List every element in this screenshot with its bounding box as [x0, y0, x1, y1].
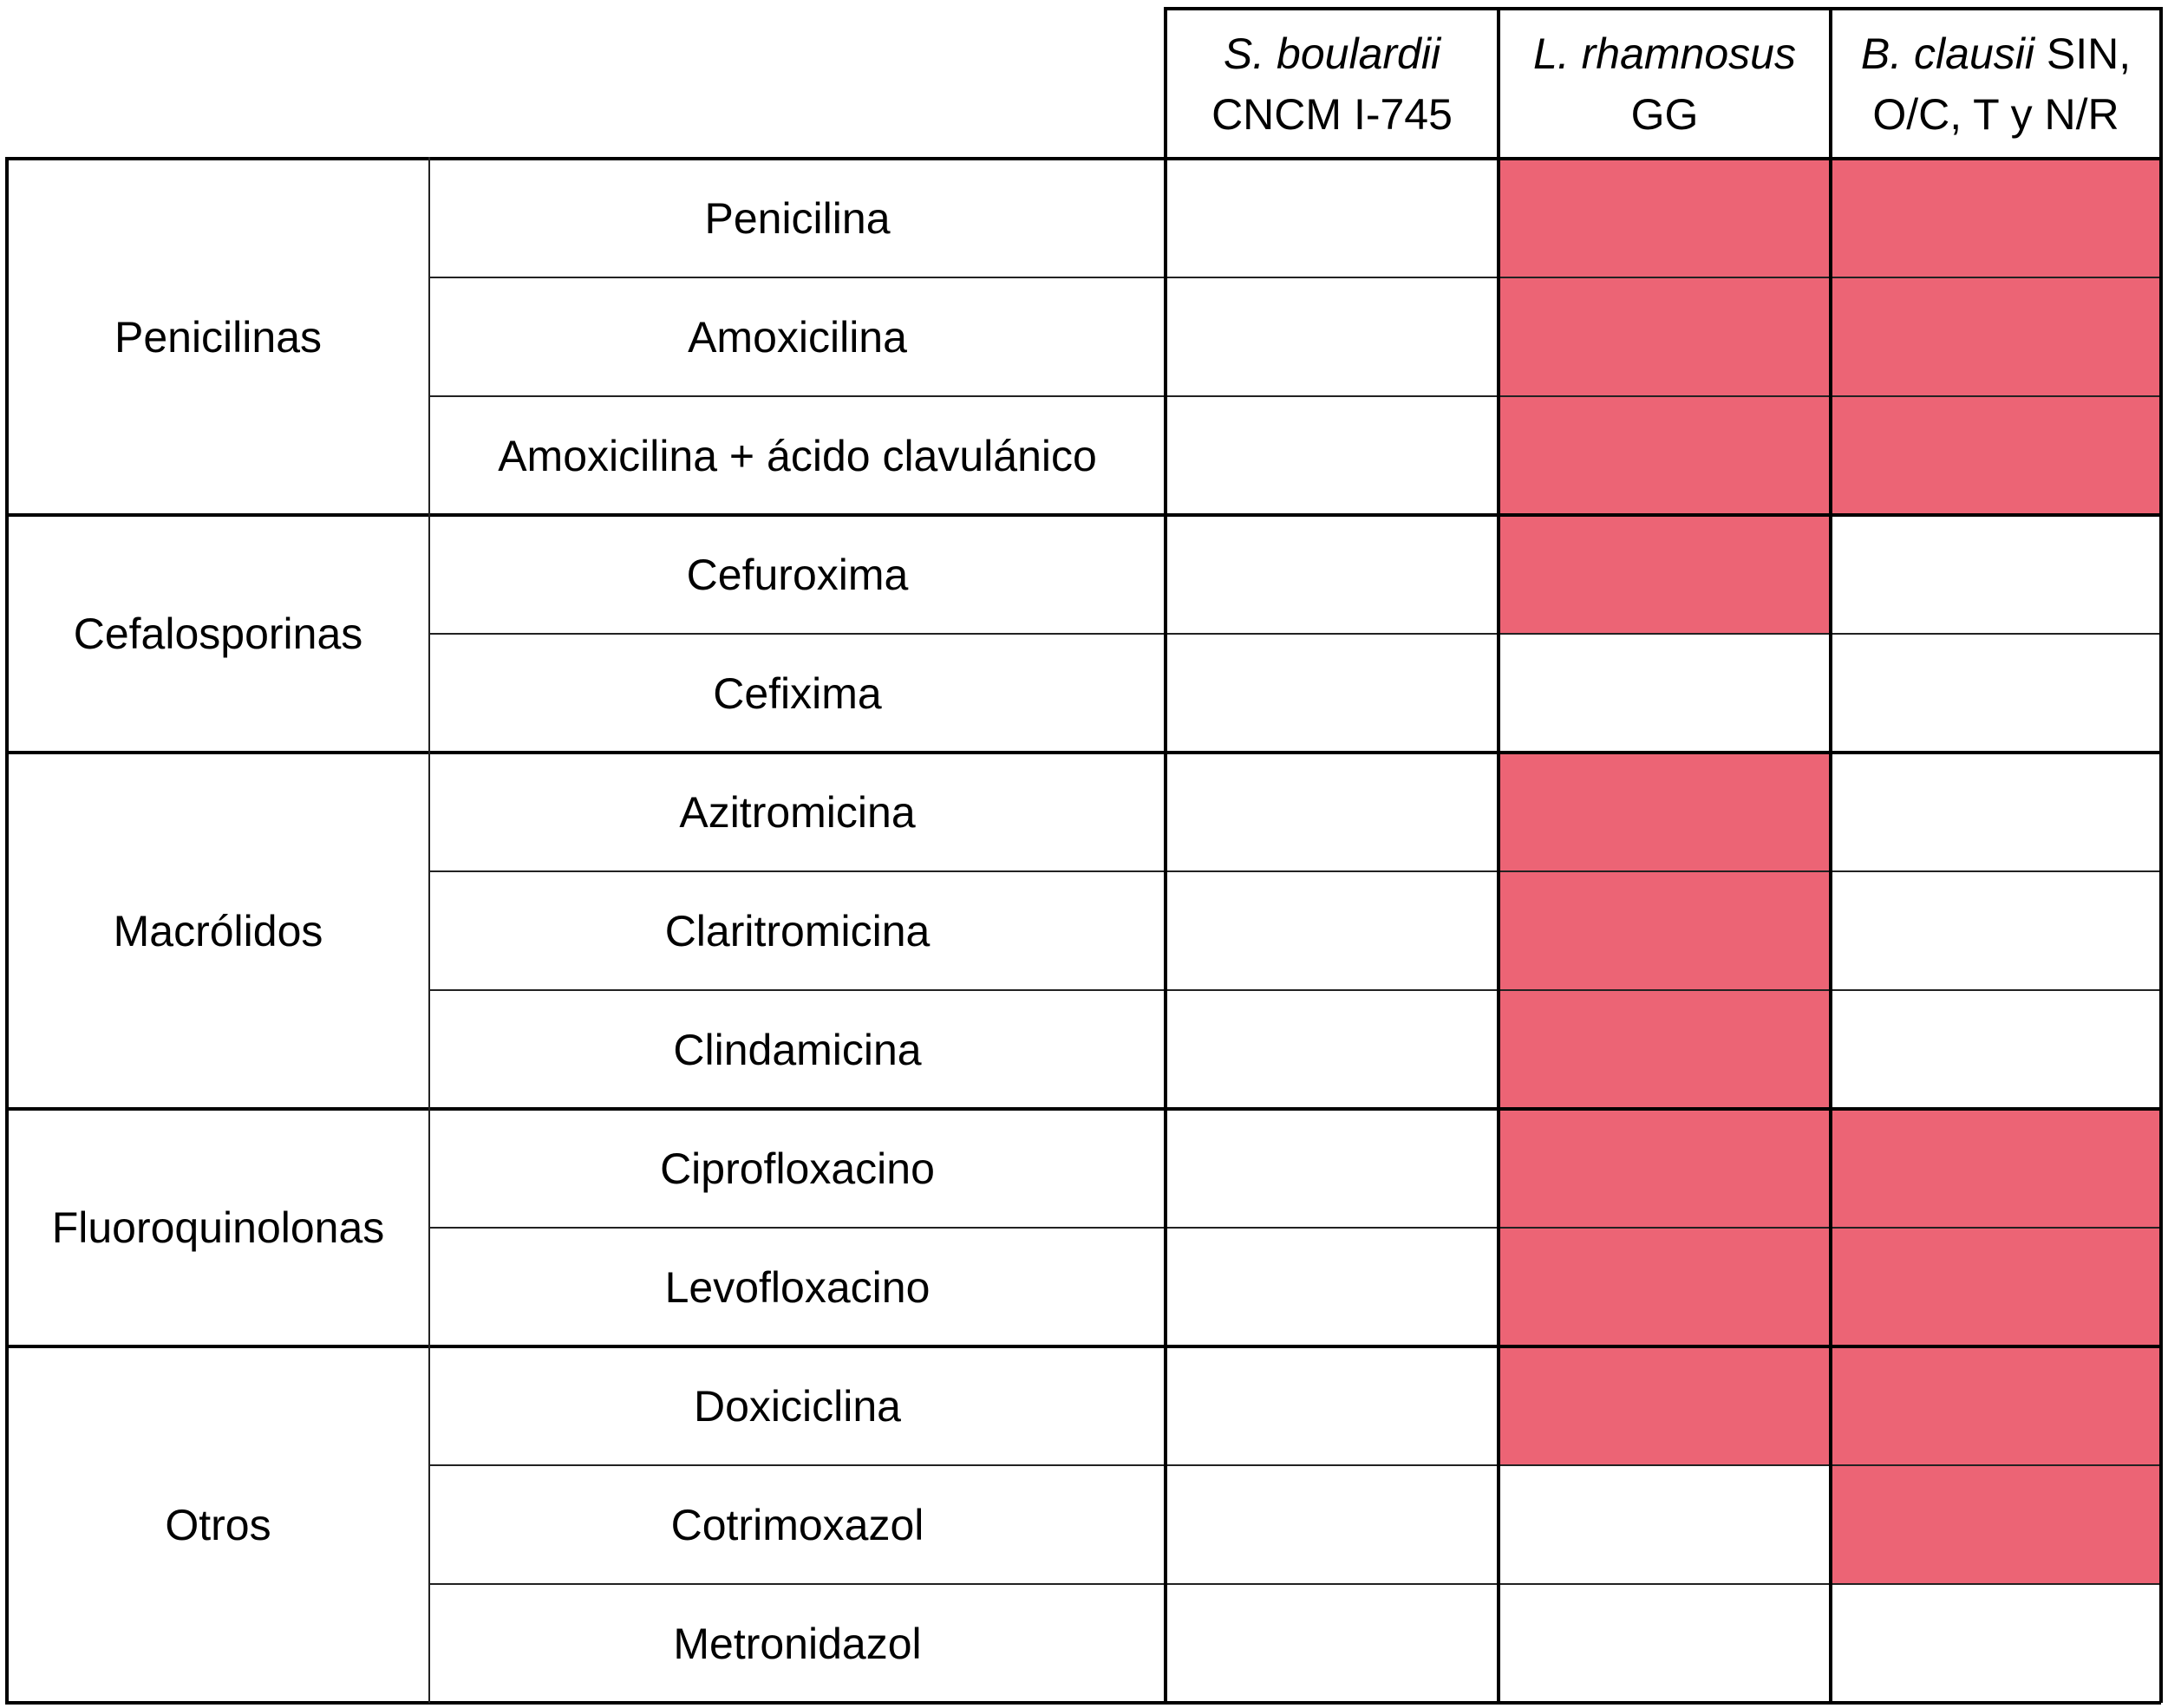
- row-divider: [429, 1583, 2161, 1585]
- drug-label: Metronidazol: [673, 1619, 922, 1668]
- marked-cell: [1831, 277, 2161, 396]
- header-column-border: [2159, 7, 2163, 159]
- header-top-border: [1164, 7, 2161, 10]
- empty-cell: [1166, 753, 1499, 871]
- column-border: [1164, 157, 1167, 1703]
- group-label: Cefalosporinas: [73, 610, 363, 658]
- marked-cell: [1831, 1346, 2161, 1465]
- marked-cell: [1831, 396, 2161, 515]
- empty-cell: [1499, 1465, 1831, 1584]
- left-border: [5, 157, 9, 1703]
- column-header-suffix: SIN,: [2034, 29, 2132, 78]
- marked-cell: [1499, 515, 1831, 634]
- empty-cell: [1166, 159, 1499, 277]
- marked-cell: [1499, 277, 1831, 396]
- empty-cell: [1166, 396, 1499, 515]
- header-column-border: [1164, 7, 1167, 159]
- header-column-border: [1497, 7, 1500, 159]
- drug-label: Ciprofloxacino: [660, 1144, 935, 1193]
- row-divider: [429, 1227, 2161, 1229]
- column-header: S. boulardii CNCM I-745: [1166, 9, 1499, 159]
- column-header-line2: GG: [1630, 89, 1699, 139]
- empty-cell: [1831, 990, 2161, 1109]
- marked-cell: [1499, 159, 1831, 277]
- empty-cell: [1831, 1584, 2161, 1703]
- row-divider: [429, 395, 2161, 397]
- drug-label: Levofloxacino: [664, 1262, 931, 1312]
- column-header: B. clausii SIN, O/C, T y N/R: [1831, 9, 2161, 159]
- marked-cell: [1831, 1465, 2161, 1584]
- marked-cell: [1499, 1109, 1831, 1228]
- column-border: [2159, 157, 2163, 1703]
- marked-cell: [1831, 159, 2161, 277]
- drug-label: Cefuroxima: [686, 550, 909, 599]
- header-column-border: [1829, 7, 1832, 159]
- empty-cell: [1166, 1228, 1499, 1346]
- group-label: Otros: [165, 1500, 271, 1549]
- drug-label: Doxiciclina: [694, 1381, 901, 1431]
- empty-cell: [1166, 634, 1499, 753]
- drug-label: Cotrimoxazol: [670, 1500, 924, 1549]
- marked-cell: [1499, 990, 1831, 1109]
- column-border: [1497, 157, 1500, 1703]
- column-header-line2: O/C, T y N/R: [1872, 89, 2119, 139]
- empty-cell: [1166, 1584, 1499, 1703]
- drug-label: Penicilina: [704, 193, 891, 243]
- row-divider: [429, 277, 2161, 278]
- drug-label: Cefixima: [713, 668, 882, 718]
- column-border: [1829, 157, 1832, 1703]
- column-header-species: L. rhamnosus: [1533, 29, 1796, 78]
- group-divider: [5, 1107, 2161, 1111]
- empty-cell: [1831, 634, 2161, 753]
- row-divider: [429, 989, 2161, 991]
- empty-cell: [1831, 515, 2161, 634]
- empty-cell: [1166, 277, 1499, 396]
- empty-cell: [1499, 634, 1831, 753]
- group-divider: [5, 1345, 2161, 1348]
- drug-label: Amoxicilina: [688, 312, 907, 362]
- marked-cell: [1499, 1346, 1831, 1465]
- group-divider: [5, 751, 2161, 754]
- column-header-line2: CNCM I-745: [1211, 89, 1453, 139]
- marked-cell: [1831, 1228, 2161, 1346]
- group-label: Penicilinas: [114, 312, 322, 362]
- empty-cell: [1166, 871, 1499, 990]
- column-header-species: S. boulardii: [1223, 29, 1441, 78]
- marked-cell: [1499, 753, 1831, 871]
- empty-cell: [1499, 1584, 1831, 1703]
- body-top-border: [5, 157, 2161, 160]
- drug-label: Claritromicina: [664, 906, 931, 955]
- marked-cell: [1499, 396, 1831, 515]
- column-header-species: B. clausii: [1860, 29, 2034, 78]
- empty-cell: [1166, 1465, 1499, 1584]
- marked-cell: [1499, 1228, 1831, 1346]
- drug-column-border: [428, 157, 430, 1703]
- empty-cell: [1166, 1109, 1499, 1228]
- column-header-line1: S. boulardii: [1224, 23, 1440, 84]
- group-label: Macrólidos: [113, 906, 323, 955]
- group-divider: [5, 513, 2161, 517]
- group-label: Fluoroquinolonas: [51, 1203, 385, 1252]
- row-divider: [429, 870, 2161, 872]
- empty-cell: [1166, 515, 1499, 634]
- row-divider: [429, 1464, 2161, 1466]
- drug-label: Azitromicina: [679, 787, 916, 837]
- empty-cell: [1166, 1346, 1499, 1465]
- drug-label: Clindamicina: [673, 1025, 922, 1074]
- body-bottom-border: [5, 1701, 2161, 1705]
- marked-cell: [1831, 1109, 2161, 1228]
- empty-cell: [1166, 990, 1499, 1109]
- row-divider: [429, 633, 2161, 635]
- empty-cell: [1831, 753, 2161, 871]
- marked-cell: [1499, 871, 1831, 990]
- column-header-line1: B. clausii SIN,: [1861, 23, 2131, 84]
- column-header-line1: L. rhamnosus: [1533, 23, 1796, 84]
- column-header: L. rhamnosus GG: [1499, 9, 1831, 159]
- empty-cell: [1831, 871, 2161, 990]
- drug-label: Amoxicilina + ácido clavulánico: [498, 431, 1097, 480]
